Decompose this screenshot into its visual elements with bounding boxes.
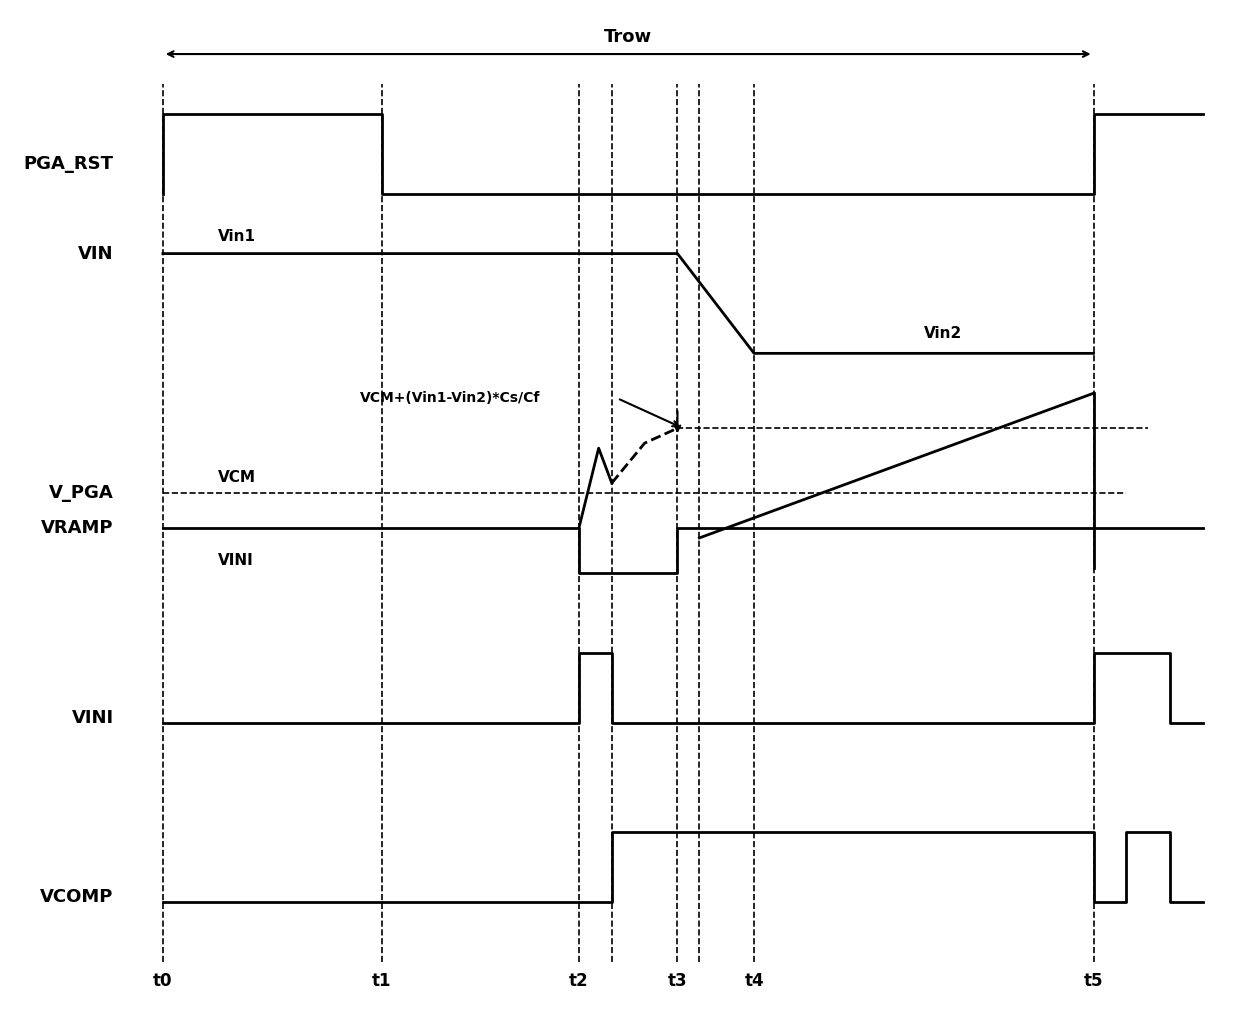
Text: t5: t5 [1084,972,1104,990]
Text: VIN: VIN [78,245,114,262]
Text: VCM+(Vin1-Vin2)*Cs/Cf: VCM+(Vin1-Vin2)*Cs/Cf [360,391,541,405]
Text: t0: t0 [154,972,172,990]
Text: V_PGA: V_PGA [48,484,114,502]
Text: VINI: VINI [218,553,253,568]
Text: t4: t4 [744,972,764,990]
Text: Vin1: Vin1 [218,229,255,244]
Text: VINI: VINI [72,708,114,726]
Text: PGA_RST: PGA_RST [24,154,114,173]
Text: VCM: VCM [218,470,255,485]
Text: t2: t2 [569,972,589,990]
Text: t1: t1 [372,972,392,990]
Text: Vin2: Vin2 [924,326,962,341]
Text: VRAMP: VRAMP [41,519,114,536]
Text: Trow: Trow [604,28,652,46]
Text: VCOMP: VCOMP [40,888,114,906]
Text: t3: t3 [667,972,687,990]
